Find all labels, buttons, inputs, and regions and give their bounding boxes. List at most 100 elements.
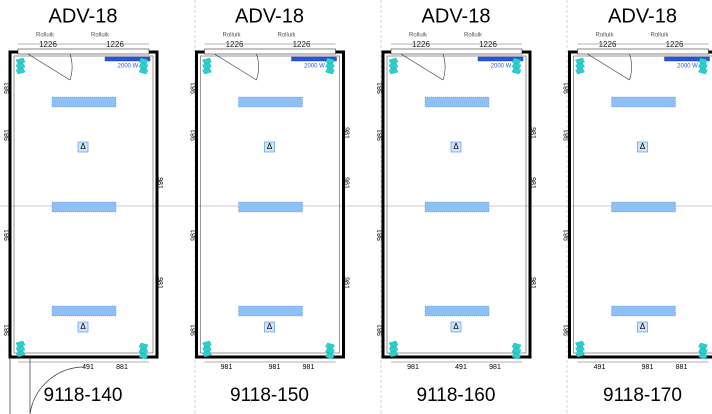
door-swing — [27, 53, 73, 81]
vent-icon — [388, 67, 399, 75]
vent-icon — [388, 350, 399, 358]
marker: Δ — [80, 142, 86, 151]
left-dim: 981 — [563, 229, 570, 241]
vent-icon — [325, 67, 335, 75]
light — [424, 305, 490, 317]
vent-icon — [15, 345, 26, 353]
vent-icon — [575, 62, 585, 70]
light — [51, 305, 117, 317]
vent-icon — [202, 350, 212, 358]
bottom-dim: 981 — [269, 364, 281, 371]
inner-wall — [13, 55, 154, 354]
left-dim: 981 — [377, 324, 384, 336]
light — [238, 96, 303, 108]
right-dim: 981 — [343, 277, 350, 289]
vent-icon — [325, 347, 335, 355]
vent-icon — [511, 67, 522, 75]
heater-label: 2000 W — [677, 64, 698, 70]
light — [238, 305, 303, 317]
light — [611, 201, 676, 213]
rolluik-label: Rolluik — [650, 33, 669, 39]
width-dim: 1226 — [479, 40, 497, 49]
window-frame — [17, 48, 150, 55]
vent-icon — [138, 67, 149, 75]
width-dim: 1226 — [226, 40, 244, 49]
window-frame — [204, 48, 336, 55]
vent-icon — [698, 57, 708, 65]
left-dim: 981 — [4, 129, 11, 141]
marker-box — [77, 141, 89, 153]
vent-icon — [15, 340, 26, 348]
bottom-dim: 981 — [303, 364, 315, 371]
left-dim: 981 — [377, 82, 384, 94]
inner-wall — [573, 55, 712, 354]
marker-box — [637, 141, 648, 153]
vent-icon — [15, 67, 26, 75]
panel-title: ADV-18 — [49, 5, 118, 27]
vent-icon — [698, 67, 708, 75]
vent-icon — [511, 347, 522, 355]
vent-icon — [138, 57, 149, 65]
inner-wall — [200, 55, 340, 354]
vent-icon — [15, 57, 26, 65]
vent-icon — [698, 62, 708, 70]
vent-icon — [575, 67, 585, 75]
rolluik-label: Rolluik — [222, 33, 241, 39]
vent-icon — [575, 345, 585, 353]
panel-title: ADV-18 — [608, 5, 677, 27]
bottom-dim: 491 — [594, 364, 606, 371]
vent-icon — [138, 352, 149, 360]
right-dim: 981 — [529, 177, 536, 189]
width-dim: 1226 — [293, 40, 311, 49]
vent-icon — [575, 350, 585, 358]
bottom-dim: 881 — [116, 364, 128, 371]
bottom-dim: 491 — [455, 364, 467, 371]
vent-icon — [698, 352, 708, 360]
marker-box — [77, 321, 89, 333]
vent-icon — [575, 340, 585, 348]
vent-icon — [511, 62, 522, 70]
left-dim: 981 — [563, 129, 570, 141]
heater-label: 2000 W — [118, 64, 139, 70]
bottom-dim: 491 — [82, 364, 94, 371]
vent-icon — [202, 62, 212, 70]
light — [611, 96, 676, 108]
marker: Δ — [267, 322, 273, 331]
marker-box — [450, 141, 462, 153]
marker-box — [264, 141, 275, 153]
light — [51, 201, 117, 213]
bottom-dim: 981 — [407, 364, 419, 371]
vent-icon — [388, 340, 399, 348]
right-dim: 981 — [343, 127, 350, 139]
marker: Δ — [640, 322, 646, 331]
vent-icon — [388, 62, 399, 70]
vent-icon — [511, 352, 522, 360]
rolluik-label: Rolluik — [409, 33, 428, 39]
left-dim: 981 — [190, 82, 197, 94]
heater — [104, 56, 151, 62]
vent-icon — [138, 342, 149, 350]
marker: Δ — [640, 142, 646, 151]
heater — [477, 56, 524, 62]
rolluik-label: Rolluik — [36, 33, 55, 39]
marker: Δ — [453, 322, 459, 331]
bottom-dim: 981 — [489, 364, 501, 371]
left-dim: 981 — [4, 324, 11, 336]
left-dim: 981 — [563, 82, 570, 94]
left-dim: 981 — [377, 129, 384, 141]
inner-wall — [386, 55, 527, 354]
vent-icon — [325, 57, 335, 65]
width-dim: 1226 — [412, 40, 430, 49]
width-dim: 1226 — [599, 40, 617, 49]
right-dim: 981 — [343, 177, 350, 189]
right-dim: 981 — [156, 277, 163, 289]
bottom-dim: 881 — [676, 364, 688, 371]
bottom-dim: 981 — [221, 364, 233, 371]
vent-icon — [698, 342, 708, 350]
marker-box — [264, 321, 275, 333]
marker-box — [450, 321, 462, 333]
width-dim: 1226 — [666, 40, 684, 49]
